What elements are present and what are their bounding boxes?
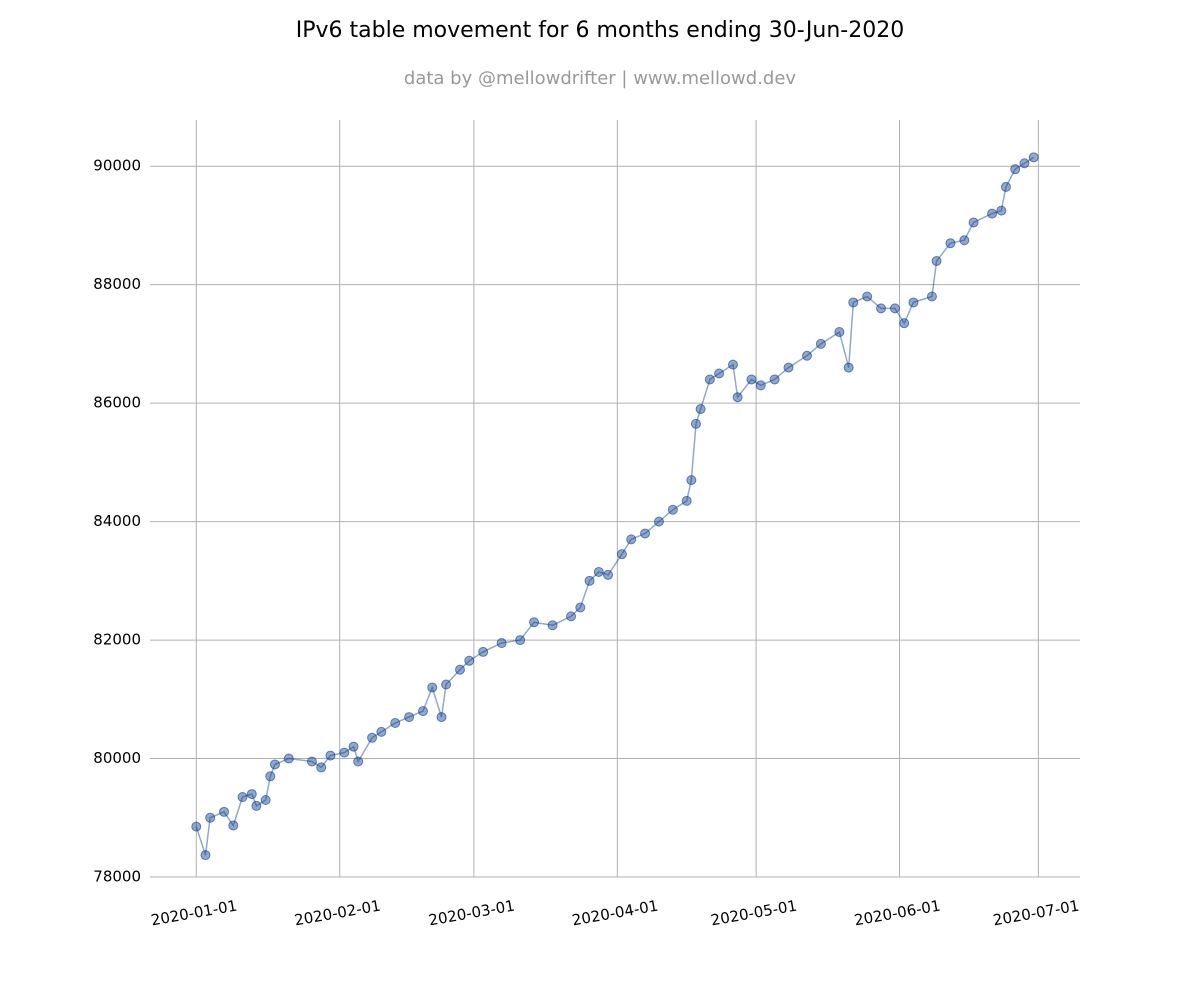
data-point bbox=[478, 646, 489, 657]
data-point bbox=[908, 297, 919, 308]
data-point bbox=[926, 291, 937, 302]
data-point bbox=[667, 504, 678, 515]
data-point bbox=[441, 679, 452, 690]
data-point bbox=[769, 374, 780, 385]
data-point bbox=[834, 327, 845, 338]
data-point bbox=[306, 756, 317, 767]
data-point bbox=[219, 806, 230, 817]
data-point bbox=[584, 575, 595, 586]
data-point bbox=[269, 759, 280, 770]
data-point bbox=[714, 368, 725, 379]
data-point bbox=[283, 753, 294, 764]
data-point bbox=[515, 635, 526, 646]
y-tick-label: 88000 bbox=[93, 275, 141, 293]
data-point bbox=[205, 812, 216, 823]
data-point bbox=[1000, 181, 1011, 192]
data-point bbox=[815, 338, 826, 349]
data-point bbox=[404, 712, 415, 723]
data-point bbox=[695, 404, 706, 415]
data-point bbox=[455, 664, 465, 675]
data-point bbox=[547, 620, 558, 631]
y-tick-label: 82000 bbox=[93, 631, 141, 649]
data-point bbox=[603, 569, 614, 580]
data-point bbox=[316, 762, 327, 773]
data-point bbox=[1010, 164, 1021, 175]
data-point bbox=[686, 475, 697, 486]
data-point bbox=[704, 374, 715, 385]
data-point bbox=[945, 238, 956, 249]
data-point bbox=[367, 732, 378, 743]
data-point bbox=[987, 208, 998, 219]
data-point bbox=[237, 792, 248, 803]
data-point bbox=[191, 821, 202, 832]
data-point bbox=[251, 800, 262, 811]
data-point bbox=[732, 392, 743, 403]
data-point bbox=[959, 235, 970, 246]
data-point bbox=[260, 794, 271, 805]
data-point bbox=[755, 380, 766, 391]
data-point bbox=[616, 549, 627, 560]
data-point bbox=[681, 495, 692, 506]
data-point bbox=[802, 350, 813, 361]
y-tick-label: 86000 bbox=[93, 394, 141, 412]
data-point bbox=[353, 756, 364, 767]
data-point bbox=[843, 362, 854, 373]
y-tick-label: 80000 bbox=[93, 749, 141, 767]
data-point bbox=[376, 726, 387, 737]
y-tick-label: 78000 bbox=[93, 868, 141, 886]
chart-title: IPv6 table movement for 6 months ending … bbox=[296, 18, 904, 43]
data-point bbox=[968, 217, 979, 228]
data-point bbox=[417, 706, 428, 717]
data-point bbox=[228, 820, 239, 831]
data-point bbox=[1028, 152, 1039, 163]
data-point bbox=[746, 374, 757, 385]
data-point bbox=[848, 297, 859, 308]
y-tick-label: 84000 bbox=[93, 512, 141, 530]
data-point bbox=[899, 318, 910, 329]
data-point bbox=[566, 611, 577, 622]
data-point bbox=[200, 850, 211, 861]
data-point bbox=[931, 255, 942, 266]
data-point bbox=[889, 303, 900, 314]
data-point bbox=[640, 528, 651, 539]
data-point bbox=[464, 655, 475, 666]
data-point bbox=[436, 712, 447, 723]
data-point bbox=[427, 682, 438, 693]
data-point bbox=[996, 205, 1007, 216]
data-point bbox=[529, 617, 540, 628]
y-tick-label: 90000 bbox=[93, 157, 141, 175]
chart-subtitle: data by @mellowdrifter | www.mellowd.dev bbox=[404, 68, 797, 89]
data-point bbox=[727, 359, 738, 370]
data-point bbox=[496, 638, 507, 649]
data-point bbox=[390, 717, 401, 728]
data-point bbox=[339, 747, 350, 758]
data-point bbox=[348, 741, 359, 752]
data-point bbox=[593, 566, 604, 577]
data-point bbox=[690, 418, 701, 429]
data-point bbox=[575, 602, 586, 613]
data-point bbox=[325, 750, 336, 761]
data-point bbox=[246, 789, 257, 800]
data-point bbox=[626, 534, 637, 545]
data-point bbox=[653, 516, 664, 527]
series-line bbox=[195, 156, 1035, 856]
data-point bbox=[265, 771, 276, 782]
data-point bbox=[1019, 158, 1030, 169]
data-point bbox=[783, 362, 794, 373]
data-point bbox=[862, 291, 873, 302]
data-point bbox=[876, 303, 887, 314]
